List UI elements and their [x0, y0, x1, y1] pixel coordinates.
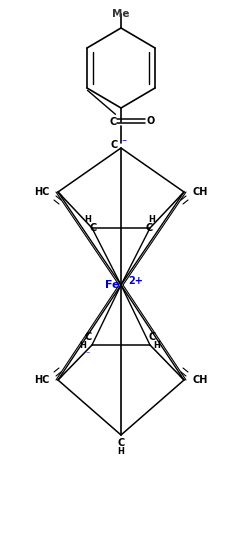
Text: H: H — [154, 342, 161, 350]
Text: ⁻: ⁻ — [121, 138, 127, 148]
Text: C: C — [89, 223, 97, 233]
Text: C: C — [148, 332, 156, 342]
Text: CH: CH — [192, 187, 208, 197]
Text: Fe: Fe — [105, 280, 119, 290]
Text: C: C — [84, 332, 92, 342]
Text: H: H — [118, 448, 124, 457]
Text: H: H — [85, 216, 91, 225]
Text: ⁻: ⁻ — [86, 349, 90, 358]
Text: HC: HC — [34, 187, 50, 197]
Text: C: C — [145, 223, 153, 233]
Text: C: C — [117, 438, 125, 448]
Text: 2+: 2+ — [128, 276, 143, 286]
Text: O: O — [147, 116, 155, 126]
Text: CH: CH — [192, 375, 208, 385]
Text: H: H — [80, 342, 87, 350]
Text: HC: HC — [34, 375, 50, 385]
Text: H: H — [148, 216, 155, 225]
Text: C: C — [109, 117, 117, 127]
Text: Me: Me — [112, 9, 130, 19]
Text: C: C — [110, 140, 118, 150]
